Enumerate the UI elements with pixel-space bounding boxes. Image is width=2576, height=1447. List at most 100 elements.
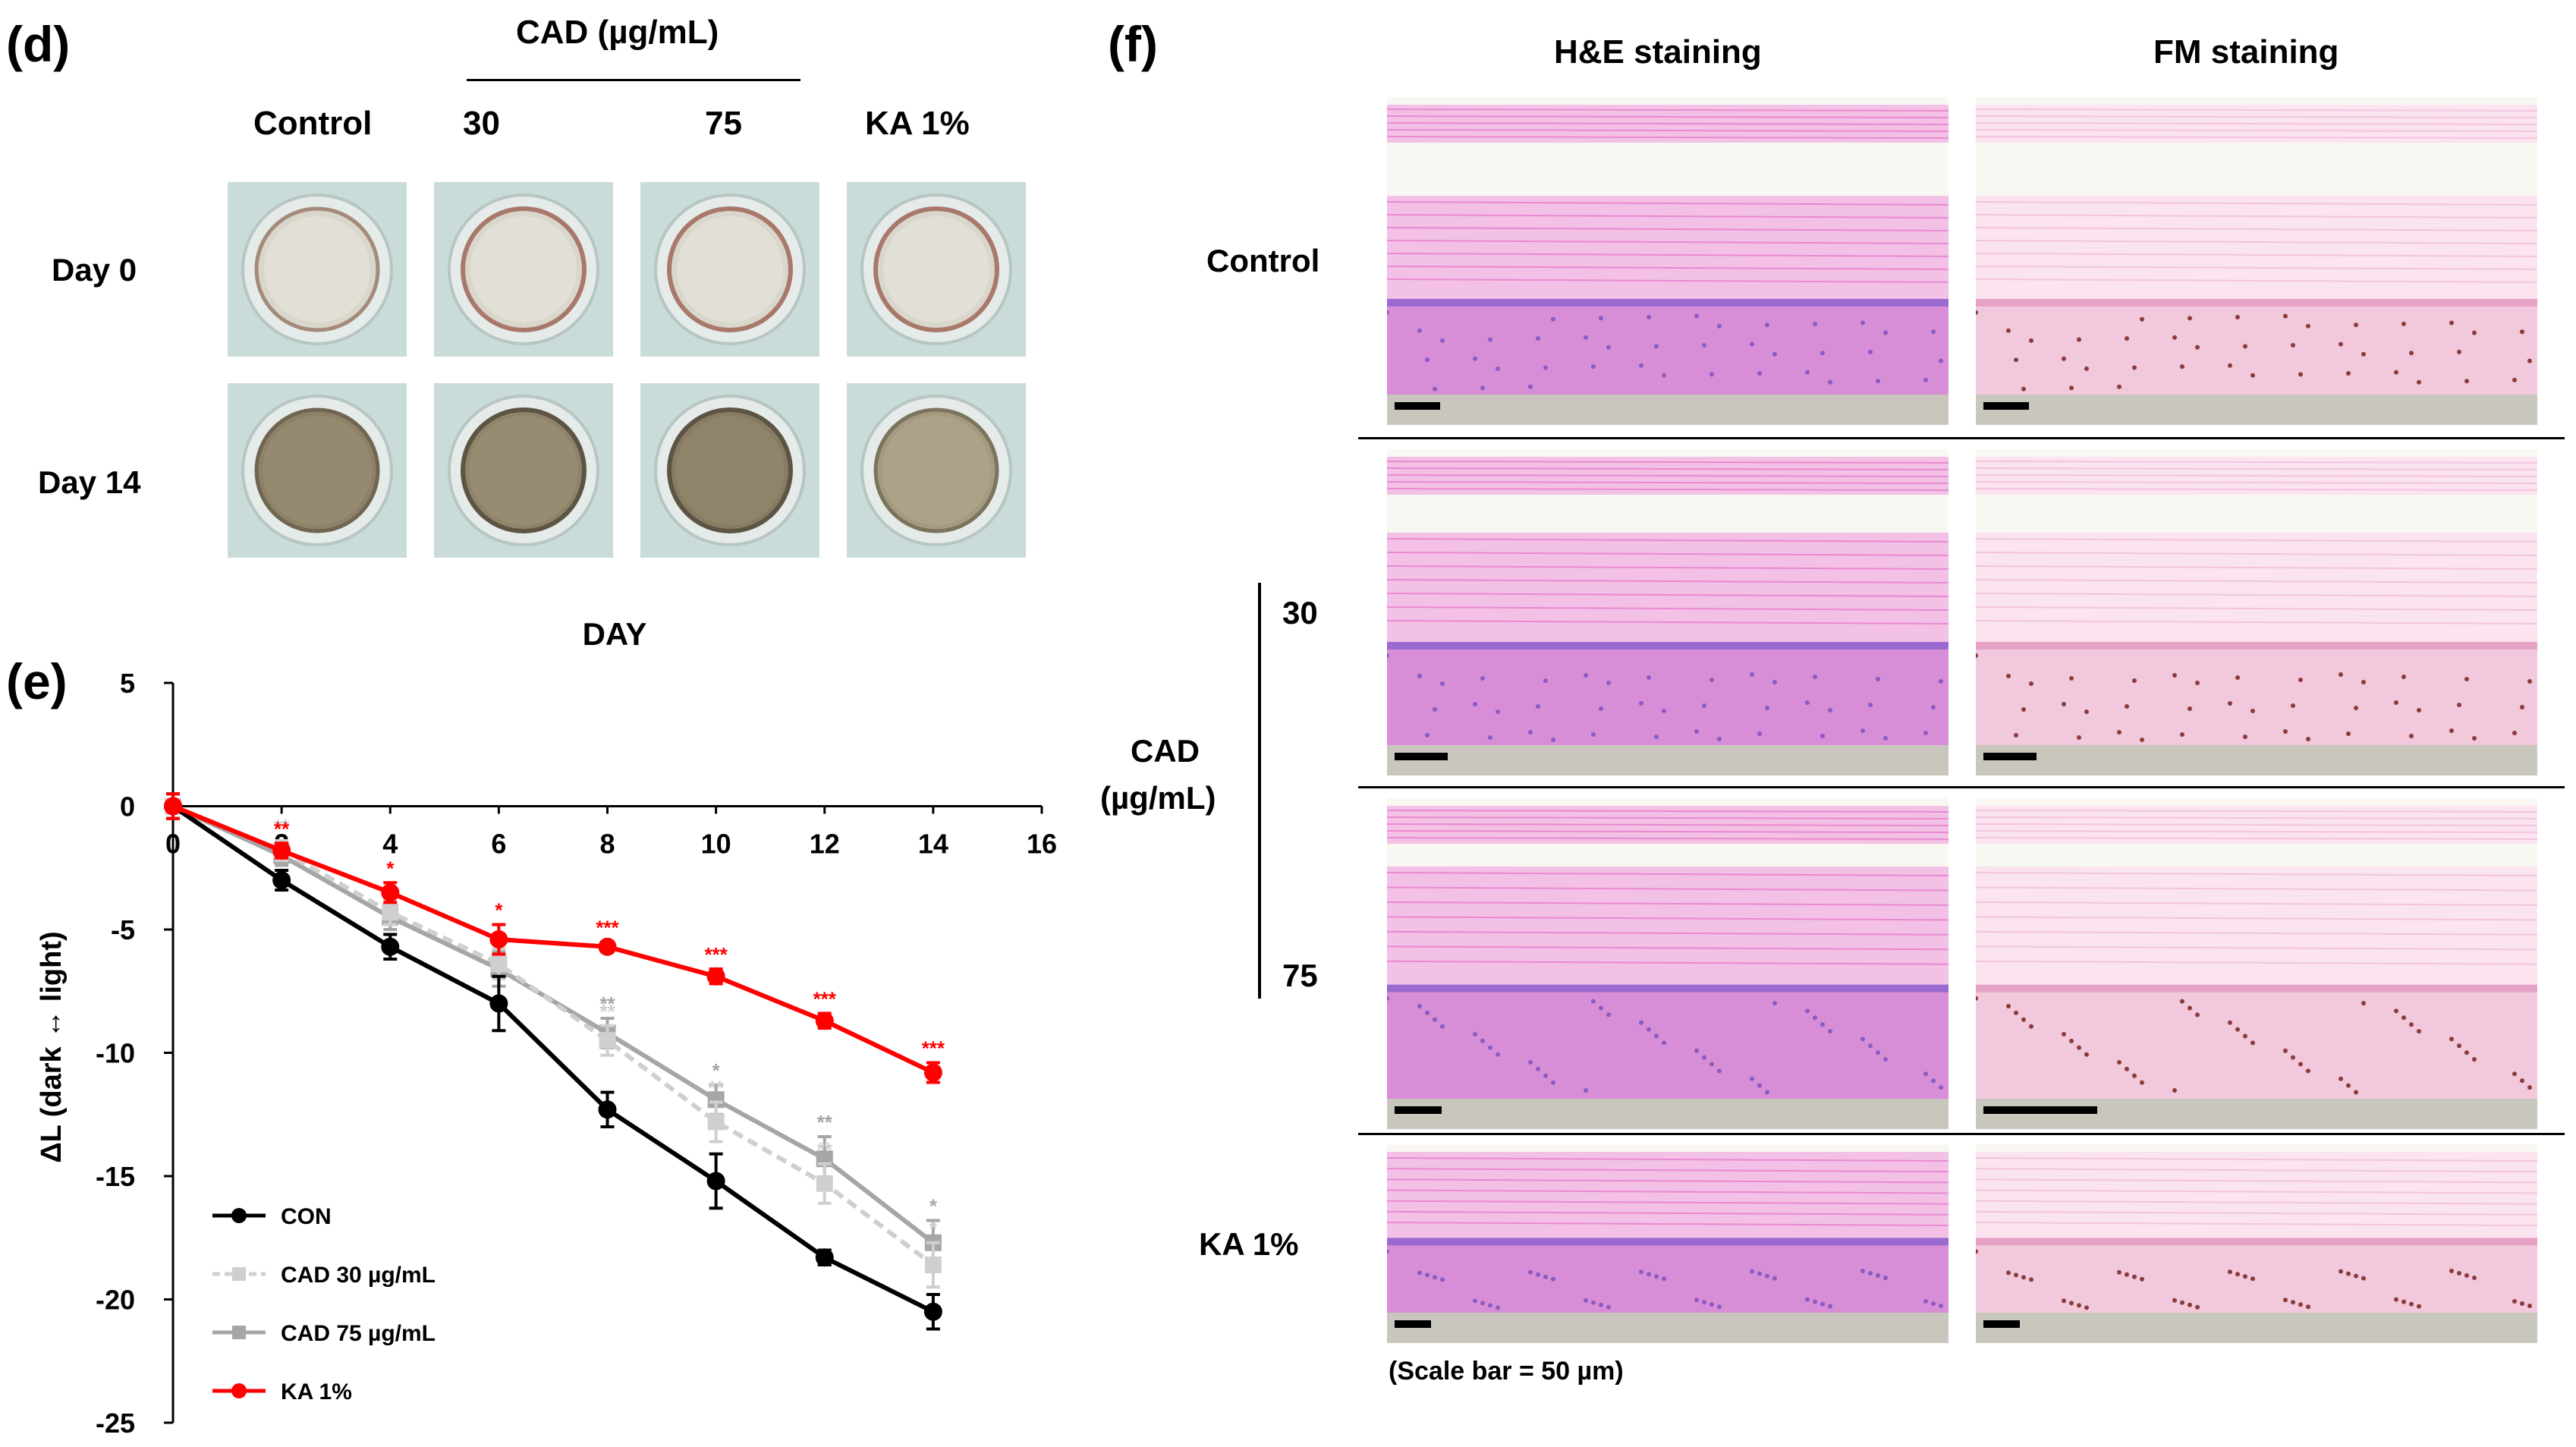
- legend-cad-30-g-ml-label: CAD 30 µg/mL: [281, 1263, 436, 1288]
- series-ka-1-point: [706, 967, 725, 986]
- scale-bar: [1983, 753, 2037, 760]
- row-divider-3: [1358, 1133, 2565, 1135]
- y-axis-label: ΔL (dark ↔ light): [36, 931, 68, 1162]
- series-ka-1-point: [272, 841, 291, 860]
- well-75-day0: [640, 182, 819, 357]
- legend-cad-30-g-ml-marker: [232, 1267, 246, 1281]
- series-con-point: [489, 994, 508, 1013]
- row-label-cad: CAD: [1131, 733, 1200, 769]
- cad-group-header: CAD (µg/mL): [516, 14, 719, 51]
- y-tick-label: -25: [96, 1408, 135, 1439]
- well-30-day14: [434, 383, 613, 558]
- x-tick-label: 14: [918, 829, 948, 860]
- series-con-point: [706, 1172, 725, 1191]
- series-cad-75-g-ml-significance-label: *: [712, 1059, 721, 1082]
- x-tick-label: 6: [491, 829, 506, 860]
- series-con-point: [598, 1100, 617, 1119]
- row-label-day14: Day 14: [38, 464, 141, 500]
- series-cad-75-g-ml-significance-label: *: [929, 1195, 938, 1218]
- series-ka-1-point: [923, 1063, 942, 1082]
- series-ka-1-significance-label: *: [386, 857, 395, 879]
- series-cad-75-g-ml-point: [707, 1091, 725, 1109]
- histology-tile-fm-cad-30: [1976, 449, 2537, 775]
- series-con-point: [815, 1248, 834, 1267]
- well-ka-day14: [847, 383, 1026, 558]
- y-tick-label: 0: [120, 791, 135, 823]
- series-ka-1-significance-label: *: [495, 899, 503, 922]
- series-ka-1-point: [164, 797, 182, 816]
- x-tick-label: 8: [599, 829, 615, 860]
- row-label-day0: Day 0: [52, 252, 137, 288]
- row-label-cad-unit: (µg/mL): [1100, 780, 1216, 816]
- series-cad-75-g-ml-line: [171, 804, 935, 1245]
- series-ka-1-significance-label: ***: [596, 916, 619, 939]
- col-header-30: 30: [463, 105, 500, 142]
- x-tick-label: 10: [701, 829, 731, 860]
- series-ka-1-point: [381, 883, 400, 902]
- well-30-day0: [434, 182, 613, 357]
- scale-bar: [1395, 753, 1448, 760]
- panel-d-label: (d): [6, 16, 71, 72]
- y-tick-label: -20: [96, 1285, 135, 1316]
- col-header-control: Control: [253, 105, 373, 142]
- legend-cad-75-g-ml-marker: [232, 1326, 246, 1339]
- series-con-point: [272, 871, 291, 889]
- series-cad-30-g-ml-point: [490, 955, 508, 973]
- legend-cad-75-g-ml-label: CAD 75 µg/mL: [281, 1321, 436, 1346]
- histology-tile-he-ka: [1387, 1144, 1949, 1343]
- series-cad-30-g-ml-significance-label: **: [817, 1138, 833, 1161]
- x-tick-label: 0: [165, 829, 181, 860]
- scale-bar: [1395, 1106, 1442, 1114]
- legend-ka-1-label: KA 1%: [281, 1379, 352, 1405]
- series-ka-1-significance-label: ***: [922, 1037, 945, 1060]
- series-ka-1-point: [489, 930, 508, 948]
- series-ka-1-point: [815, 1011, 834, 1030]
- scale-bar: [1983, 402, 2029, 410]
- scale-bar: [1983, 1320, 2020, 1328]
- series-con-point: [923, 1302, 942, 1321]
- series-cad-75-g-ml-significance-label: **: [599, 992, 615, 1015]
- series-cad-30-g-ml-point: [924, 1257, 942, 1273]
- series-cad-30-g-ml-point: [816, 1175, 833, 1192]
- row-divider-2: [1358, 786, 2565, 788]
- legend-ka-1-marker: [231, 1383, 247, 1398]
- series-cad-30-g-ml-point: [599, 1032, 616, 1049]
- series-ka-1-line: [171, 804, 935, 1075]
- well-control-day14: [228, 383, 407, 558]
- cad-bracket-line: [1258, 583, 1261, 999]
- scale-bar-note: (Scale bar = 50 µm): [1389, 1357, 1624, 1386]
- panel-f-label: (f): [1108, 16, 1158, 72]
- well-ka-day0: [847, 182, 1026, 357]
- row-label-75: 75: [1282, 958, 1318, 993]
- scale-bar: [1395, 1320, 1431, 1328]
- legend-con-label: CON: [281, 1204, 332, 1229]
- series-cad-30-g-ml-point: [382, 904, 399, 921]
- well-75-day14: [640, 383, 819, 558]
- histology-tile-he-cad-75: [1387, 798, 1949, 1129]
- histology-tile-fm-cad-75: [1976, 798, 2537, 1129]
- y-tick-label: -5: [111, 914, 135, 945]
- series-con-line: [171, 804, 935, 1314]
- series-ka-1-significance-label: ***: [704, 943, 728, 966]
- fm-staining-header: FM staining: [2153, 33, 2339, 71]
- series-cad-30-g-ml-line: [171, 804, 935, 1267]
- histology-tile-fm-control: [1976, 97, 2537, 425]
- series-cad-30-g-ml-significance-label: **: [709, 1077, 725, 1099]
- series-cad-30-g-ml-significance-label: **: [599, 1000, 615, 1023]
- row-label-30: 30: [1282, 595, 1318, 631]
- x-tick-label: 4: [382, 829, 398, 860]
- row-label-ka: KA 1%: [1199, 1226, 1299, 1262]
- row-divider-1: [1358, 437, 2565, 439]
- series-cad-30-g-ml-point: [707, 1113, 725, 1131]
- histology-tile-fm-ka: [1976, 1144, 2537, 1343]
- series-con-point: [381, 937, 400, 956]
- y-tick-label: -15: [96, 1161, 135, 1192]
- y-tick-label: -10: [96, 1038, 135, 1069]
- y-tick-label: 5: [120, 668, 135, 699]
- scale-bar: [1395, 402, 1440, 410]
- col-header-ka: KA 1%: [865, 105, 970, 142]
- cad-group-line: [467, 79, 800, 81]
- col-header-75: 75: [705, 105, 742, 142]
- x-tick-label: 12: [810, 829, 840, 860]
- x-tick-label: 16: [1027, 829, 1057, 860]
